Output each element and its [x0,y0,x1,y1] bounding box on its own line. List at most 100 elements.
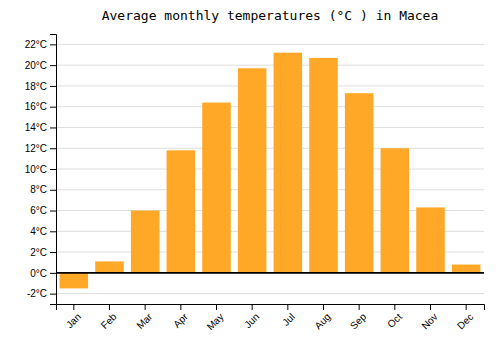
y-tick-label: 6°C [30,205,47,216]
bar [167,150,196,273]
y-tick-mark [50,252,56,253]
y-tick-mark [50,273,56,274]
y-tick-mark [50,127,56,128]
bar [381,148,410,273]
x-tick-label: Feb [99,311,119,331]
y-tick: 6°C [30,205,56,216]
x-tick: Nov [419,304,439,331]
y-tick-mark [50,148,56,149]
y-tick: 2°C [30,247,56,258]
y-tick-label: -2°C [27,288,47,299]
grid-line [56,106,484,107]
y-axis: -2°C 0°C 2°C 4°C 6°C 8°C 10°C 12°C 14°C 16°C 18°C 2… [25,35,57,305]
y-tick-label: 14°C [25,122,47,133]
y-tick-label: 22°C [25,39,47,50]
grid-line [56,169,484,170]
x-tick-label: Sep [348,311,369,332]
x-tick: Jul [280,304,297,328]
y-tick-label: 0°C [30,268,47,279]
x-tick: Jun [242,304,261,330]
y-tick: 16°C [25,101,56,112]
grid-line [56,189,484,190]
grid-line [56,148,484,149]
y-tick-label: 20°C [25,60,47,71]
x-axis: Jan Feb Mar Apr May Jun Jul Aug Sep Oct Nov Dec [57,304,485,332]
grid-line [56,293,484,294]
y-tick-label: 4°C [30,226,47,237]
bars [60,53,481,289]
bar [416,207,445,272]
y-tick-mark [50,190,56,191]
grid-line [56,85,484,86]
chart: -2°C 0°C 2°C 4°C 6°C 8°C 10°C 12°C 14°C 16°C 18°C 2… [0,0,500,350]
y-tick: 12°C [25,143,56,154]
y-tick-label: 10°C [25,164,47,175]
x-tick: May [205,304,226,332]
x-tick-mark [394,304,395,310]
title: Average monthly temperatures (°C ) in Ma… [102,8,439,23]
y-tick-mark [50,231,56,232]
y-tick: 22°C [25,39,56,50]
bar [202,103,231,273]
y-tick-label: 18°C [25,81,47,92]
x-tick: Jan [64,304,83,330]
y-tick-mark [50,44,56,45]
x-tick: Feb [99,304,119,331]
bar [95,261,124,272]
x-tick-label: Jan [64,311,83,330]
x-tick: Mar [134,304,154,331]
x-tick-label: Mar [134,311,154,331]
y-tick: 10°C [25,164,56,175]
x-axis-line [57,305,485,311]
y-tick-label: 16°C [25,101,47,112]
y-axis-line [50,35,57,305]
bar [345,93,374,273]
y-tick: 8°C [30,184,56,195]
y-tick-label: 8°C [30,184,47,195]
y-tick-mark [50,65,56,66]
x-tick-label: Apr [171,311,190,330]
y-tick: 14°C [25,122,56,133]
x-tick-label: Jul [280,311,297,328]
grid-line [56,44,484,45]
x-tick-label: May [205,311,226,332]
bar [60,273,89,289]
y-tick-mark [50,169,56,170]
x-tick-label: Jun [242,311,261,330]
y-tick-mark [50,86,56,87]
grid-line [56,65,484,66]
y-tick-mark [50,107,56,108]
x-tick-mark [73,304,74,310]
zero-line [56,272,484,274]
bar [452,265,481,273]
x-tick-mark [359,304,360,310]
x-tick: Oct [385,304,404,330]
y-tick: 4°C [30,226,56,237]
grid-line [56,127,484,128]
x-tick-mark [180,304,181,310]
x-tick-mark [287,304,288,310]
y-tick-label: 2°C [30,247,47,258]
x-tick: Sep [348,304,369,331]
x-tick-label: Oct [385,311,404,330]
x-tick-label: Aug [312,311,332,331]
y-tick: 20°C [25,60,56,71]
x-tick: Dec [455,304,475,331]
x-tick-mark [466,304,467,310]
plot: -2°C 0°C 2°C 4°C 6°C 8°C 10°C 12°C 14°C 16°C 18°C 2… [25,35,485,333]
bar [238,68,267,273]
y-tick-mark [50,211,56,212]
bar [131,211,160,273]
y-tick: 18°C [25,81,56,92]
grid-line [56,272,484,273]
y-tick: 0°C [30,268,56,279]
bar [309,58,338,273]
x-tick-mark [430,304,431,310]
bar [274,53,303,273]
y-tick-mark [50,294,56,295]
grid [56,44,484,293]
x-tick-label: Dec [455,311,475,331]
y-tick: -2°C [27,288,56,299]
x-tick-mark [109,304,110,310]
y-tick-label: 12°C [25,143,47,154]
